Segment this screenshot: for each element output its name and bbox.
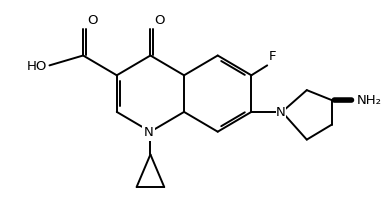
Text: F: F xyxy=(269,50,277,63)
Text: NH₂: NH₂ xyxy=(356,94,381,107)
Text: HO: HO xyxy=(27,60,47,73)
Text: N: N xyxy=(144,126,153,139)
Text: N: N xyxy=(276,106,286,119)
Text: O: O xyxy=(87,14,98,27)
Text: O: O xyxy=(154,14,165,27)
